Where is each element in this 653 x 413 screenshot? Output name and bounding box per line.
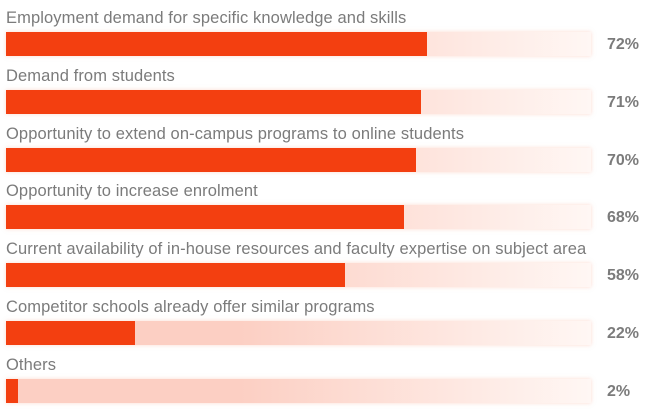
bar-track: [6, 32, 591, 56]
bar: [6, 263, 346, 288]
bar-track: [6, 321, 591, 345]
bar-track: [6, 205, 591, 230]
bar-row: Employment demand for specific knowledge…: [0, 6, 653, 64]
bar: [6, 32, 428, 56]
category-label: Employment demand for specific knowledge…: [6, 9, 407, 27]
bar-row: Competitor schools already offer similar…: [0, 295, 653, 353]
value-label: 68%: [607, 209, 640, 227]
category-label: Others: [6, 355, 57, 374]
category-label: Opportunity to increase enrolment: [6, 182, 258, 201]
bar-track: [6, 378, 591, 403]
category-label: Competitor schools already offer similar…: [6, 298, 375, 316]
category-label: Current availability of in-house resourc…: [6, 240, 587, 259]
bar-row: Opportunity to increase enrolment 68%: [0, 179, 653, 237]
value-label: 22%: [607, 325, 640, 342]
value-label: 58%: [607, 267, 640, 285]
bar-track: [6, 89, 591, 114]
category-label: Opportunity to extend on-campus programs…: [6, 124, 465, 143]
bar: [6, 321, 135, 345]
value-label: 70%: [607, 151, 640, 169]
bar: [6, 378, 18, 403]
value-label: 2%: [607, 382, 631, 400]
bar-row: Demand from students 71%: [0, 64, 653, 122]
bar-row: Opportunity to extend on-campus programs…: [0, 122, 653, 180]
value-label: 71%: [607, 93, 640, 111]
bar-track: [6, 263, 591, 288]
bar: [6, 89, 422, 114]
bar-track: [6, 147, 591, 172]
bar: [6, 147, 416, 172]
value-label: 72%: [607, 36, 640, 53]
bar-row: Others 2%: [0, 353, 653, 411]
bar-row: Current availability of in-house resourc…: [0, 237, 653, 295]
category-label: Demand from students: [6, 66, 175, 85]
bar: [6, 205, 404, 230]
